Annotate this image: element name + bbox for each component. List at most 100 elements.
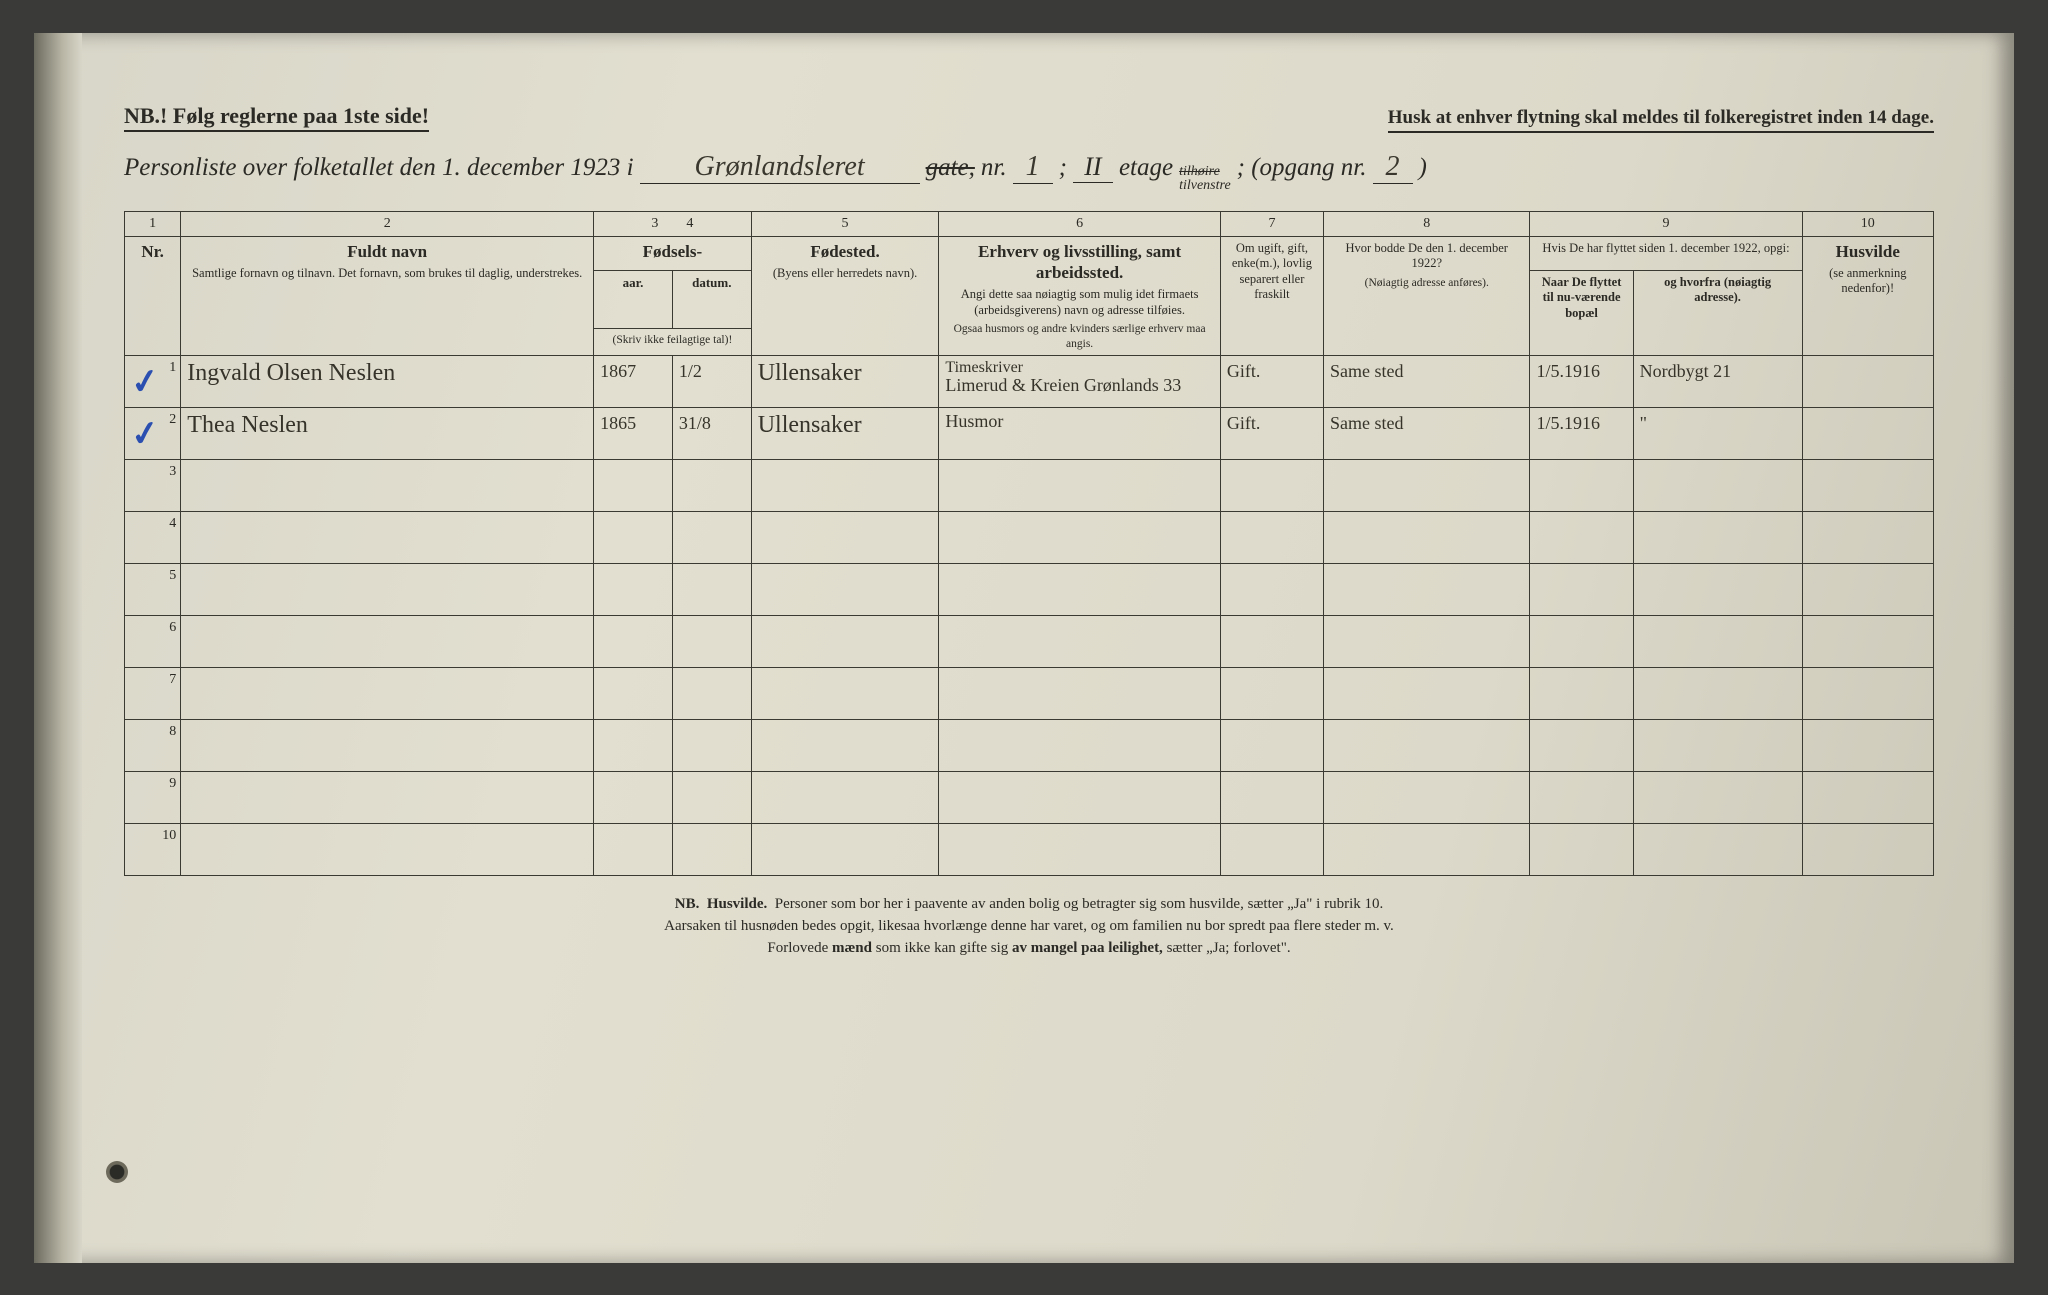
cell-husvilde bbox=[1802, 512, 1933, 564]
cell-name bbox=[181, 824, 594, 876]
cell-date bbox=[672, 512, 751, 564]
cell-birthplace: Ullensaker bbox=[751, 408, 939, 460]
table-row: 5 bbox=[125, 564, 1934, 616]
cell-year: 1865 bbox=[594, 408, 673, 460]
header-top-line: NB.! Følg reglerne paa 1ste side! Husk a… bbox=[124, 103, 1934, 133]
cell-name bbox=[181, 772, 594, 824]
hdr-moved-from: og hvorfra (nøiagtig adresse). bbox=[1633, 270, 1802, 355]
title-line: Personliste over folketallet den 1. dece… bbox=[124, 151, 1934, 193]
cell-marital: Gift. bbox=[1220, 408, 1323, 460]
hdr-moved: Hvis De har flyttet siden 1. december 19… bbox=[1530, 236, 1802, 270]
cell-date bbox=[672, 460, 751, 512]
cell-husvilde bbox=[1802, 356, 1933, 408]
table-row: 9 bbox=[125, 772, 1934, 824]
cell-addr1922 bbox=[1324, 512, 1530, 564]
cell-name bbox=[181, 512, 594, 564]
colnum-3-4: 3 4 bbox=[594, 211, 752, 236]
cell-moved-when: 1/5.1916 bbox=[1530, 408, 1633, 460]
cell-addr1922 bbox=[1324, 824, 1530, 876]
colnum-10: 10 bbox=[1802, 211, 1933, 236]
cell-name bbox=[181, 668, 594, 720]
cell-moved-when bbox=[1530, 772, 1633, 824]
cell-moved-from: " bbox=[1633, 408, 1802, 460]
cell-husvilde bbox=[1802, 564, 1933, 616]
cell-moved-from bbox=[1633, 512, 1802, 564]
colnum-7: 7 bbox=[1220, 211, 1323, 236]
nr-label: nr. bbox=[981, 154, 1007, 182]
cell-moved-from bbox=[1633, 564, 1802, 616]
cell-nr: 5 bbox=[125, 564, 181, 616]
cell-year bbox=[594, 564, 673, 616]
cell-moved-from bbox=[1633, 460, 1802, 512]
colnum-8: 8 bbox=[1324, 211, 1530, 236]
cell-husvilde bbox=[1802, 772, 1933, 824]
cell-birthplace bbox=[751, 720, 939, 772]
cell-marital: Gift. bbox=[1220, 356, 1323, 408]
cell-date bbox=[672, 824, 751, 876]
cell-moved-when bbox=[1530, 512, 1633, 564]
cell-husvilde bbox=[1802, 720, 1933, 772]
cell-moved-when bbox=[1530, 668, 1633, 720]
cell-addr1922: Same sted bbox=[1324, 356, 1530, 408]
cell-marital bbox=[1220, 772, 1323, 824]
cell-year bbox=[594, 668, 673, 720]
hdr-husvilde: Husvilde (se anmerkning nedenfor)! bbox=[1802, 236, 1933, 356]
book-spine-shadow bbox=[34, 33, 82, 1263]
hdr-birth-note: (Skriv ikke feilagtige tal)! bbox=[594, 329, 752, 356]
cell-occupation bbox=[939, 720, 1220, 772]
cell-date bbox=[672, 772, 751, 824]
side-bottom: tilvenstre bbox=[1179, 179, 1231, 193]
footnote: NB. Husvilde. Personer som bor her i paa… bbox=[124, 894, 1934, 959]
cell-year: 1867 bbox=[594, 356, 673, 408]
opgang-nr: 2 bbox=[1373, 151, 1413, 184]
cell-addr1922 bbox=[1324, 564, 1530, 616]
hdr-marital: Om ugift, gift, enke(m.), lovlig separer… bbox=[1220, 236, 1323, 356]
colnum-5: 5 bbox=[751, 211, 939, 236]
cell-marital bbox=[1220, 668, 1323, 720]
cell-birthplace bbox=[751, 668, 939, 720]
cell-addr1922: Same sted bbox=[1324, 408, 1530, 460]
hdr-addr1922: Hvor bodde De den 1. december 1922? (Nøi… bbox=[1324, 236, 1530, 356]
cell-nr: 6 bbox=[125, 616, 181, 668]
side-top-struck: tilhøire bbox=[1179, 165, 1231, 179]
table-row: ✓2Thea Neslen186531/8UllensakerHusmorGif… bbox=[125, 408, 1934, 460]
cell-date: 31/8 bbox=[672, 408, 751, 460]
table-row: 6 bbox=[125, 616, 1934, 668]
column-number-row: 1 2 3 4 5 6 7 8 9 10 bbox=[125, 211, 1934, 236]
cell-nr: 9 bbox=[125, 772, 181, 824]
cell-occupation: TimeskriverLimerud & Kreien Grønlands 33 bbox=[939, 356, 1220, 408]
hdr-birthplace: Fødested. (Byens eller herredets navn). bbox=[751, 236, 939, 356]
cell-birthplace bbox=[751, 772, 939, 824]
cell-year bbox=[594, 824, 673, 876]
table-row: 8 bbox=[125, 720, 1934, 772]
cell-birthplace bbox=[751, 512, 939, 564]
colnum-9: 9 bbox=[1530, 211, 1802, 236]
cell-moved-when bbox=[1530, 616, 1633, 668]
cell-occupation bbox=[939, 460, 1220, 512]
cell-addr1922 bbox=[1324, 772, 1530, 824]
table-row: 3 bbox=[125, 460, 1934, 512]
cell-marital bbox=[1220, 720, 1323, 772]
census-form-page: NB.! Følg reglerne paa 1ste side! Husk a… bbox=[34, 33, 2014, 1263]
cell-name: Ingvald Olsen Neslen bbox=[181, 356, 594, 408]
checkmark-icon: ✓ bbox=[128, 412, 162, 456]
cell-marital bbox=[1220, 824, 1323, 876]
table-row: 4 bbox=[125, 512, 1934, 564]
colnum-1: 1 bbox=[125, 211, 181, 236]
cell-moved-when bbox=[1530, 824, 1633, 876]
cell-nr: 10 bbox=[125, 824, 181, 876]
cell-year bbox=[594, 720, 673, 772]
cell-husvilde bbox=[1802, 824, 1933, 876]
cell-birthplace bbox=[751, 564, 939, 616]
etage-label: etage bbox=[1119, 154, 1173, 182]
cell-marital bbox=[1220, 512, 1323, 564]
nb-follow-rules: NB.! Følg reglerne paa 1ste side! bbox=[124, 103, 429, 129]
opgang-close: ) bbox=[1419, 154, 1427, 182]
punch-hole bbox=[106, 1161, 128, 1183]
header-main-row: Nr. Fuldt navn Samtlige fornavn og tilna… bbox=[125, 236, 1934, 270]
cell-nr: ✓2 bbox=[125, 408, 181, 460]
cell-moved-from bbox=[1633, 772, 1802, 824]
cell-husvilde bbox=[1802, 408, 1933, 460]
cell-nr: 3 bbox=[125, 460, 181, 512]
cell-nr: ✓1 bbox=[125, 356, 181, 408]
